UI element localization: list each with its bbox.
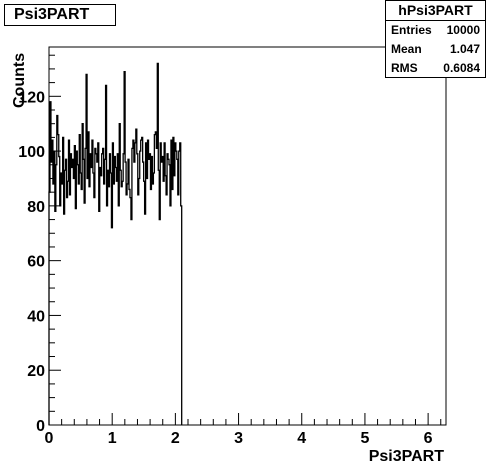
x-axis-ticks: 0 1 2 3 4 5 6 (45, 413, 442, 447)
x-tick-label: 4 (297, 430, 306, 447)
histogram-series-line (48, 62, 183, 425)
stats-value: 1.047 (449, 42, 480, 56)
stats-box: hPsi3PART Entries 10000 Mean 1.047 RMS 0… (385, 0, 486, 78)
canvas-title: Psi3PART (4, 4, 116, 26)
x-tick-label: 0 (45, 430, 54, 447)
stats-label: RMS (391, 61, 418, 75)
x-axis-title: Psi3PART (369, 448, 445, 465)
y-tick-label: 60 (27, 254, 45, 271)
y-tick-label: 80 (27, 199, 45, 216)
stats-label: Entries (391, 23, 432, 37)
y-tick-label: 120 (18, 89, 45, 106)
plot-frame (48, 46, 447, 426)
stats-label: Mean (391, 42, 422, 56)
y-tick-label: 0 (36, 418, 45, 435)
stats-row-rms: RMS 0.6084 (386, 59, 485, 78)
y-axis-title: Counts (11, 53, 28, 108)
x-tick-label: 5 (360, 430, 369, 447)
y-tick-label: 40 (27, 308, 45, 325)
x-tick-label: 3 (234, 430, 243, 447)
x-tick-label: 2 (171, 430, 180, 447)
stats-value: 0.6084 (443, 61, 480, 75)
x-tick-label: 6 (424, 430, 433, 447)
x-tick-label: 1 (108, 430, 117, 447)
stats-value: 10000 (446, 23, 480, 37)
stats-row-entries: Entries 10000 (386, 21, 485, 40)
stats-histogram-name: hPsi3PART (386, 1, 485, 21)
y-axis-ticks: 0 20 40 60 80 100 120 (18, 54, 61, 435)
y-tick-label: 20 (27, 363, 45, 380)
y-tick-label: 100 (18, 144, 45, 161)
histogram-bars (48, 62, 183, 425)
stats-row-mean: Mean 1.047 (386, 40, 485, 59)
